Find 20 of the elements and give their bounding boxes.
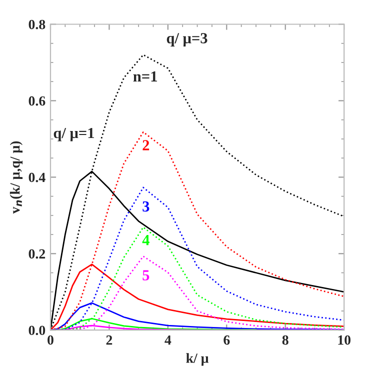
x-tick-label: 4	[164, 335, 172, 345]
x-tick-label: 8	[282, 335, 288, 345]
annotation: q/ μ=3	[166, 33, 208, 46]
y-tick-label: 0.6	[28, 96, 46, 106]
y-tick-label: 0.4	[28, 172, 46, 182]
annotation: q/ μ=1	[54, 128, 94, 142]
x-tick-label: 10	[338, 335, 350, 345]
annotation: 4	[142, 235, 150, 246]
annotation: 3	[142, 201, 150, 212]
y-tick-label: 0.8	[28, 20, 46, 30]
y-axis-title: v$_{n}$(k/ μ,q/ μ)	[10, 141, 23, 214]
x-tick-label: 0	[48, 335, 54, 345]
x-tick-label: 6	[224, 335, 230, 345]
y-tick-label: 0.2	[28, 249, 46, 259]
x-tick-label: 2	[106, 335, 112, 345]
x-axis-title: k/ μ	[186, 353, 209, 366]
annotation: 5	[142, 270, 150, 280]
y-tick-label: 0.0	[28, 326, 46, 336]
annotation: 2	[142, 140, 150, 150]
annotation: n=1	[133, 71, 157, 82]
